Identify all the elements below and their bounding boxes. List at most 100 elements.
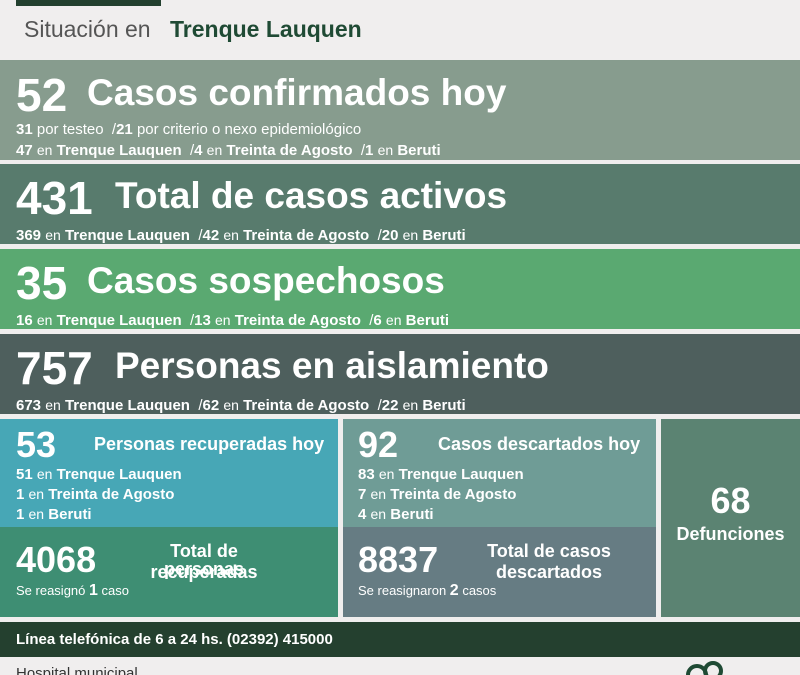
note-pre: Se reasignaron (358, 583, 447, 598)
discarded-tl-line: 83 en Trenque Lauquen (358, 467, 524, 482)
discarded-total-title-1: Total de casos (487, 541, 611, 561)
sep: / (377, 227, 382, 244)
place-ta: Treinta de Agosto (226, 142, 353, 159)
note-n: 2 (449, 582, 459, 599)
sep: / (111, 121, 117, 138)
discarded-total-number: 8837 (358, 539, 439, 580)
recovered-total-cell: 4068 Total de personas recuperadas Se re… (0, 527, 338, 617)
en: en (28, 506, 45, 522)
confirmed-title: Casos confirmados hoy (87, 72, 507, 113)
recovered-total-title-2: recuperadas (150, 562, 258, 582)
place-ta: Treinta de Agosto (243, 227, 370, 244)
header-prefix: Situación en (24, 16, 151, 42)
en: en (377, 142, 394, 158)
header: Situación en Trenque Lauquen (0, 6, 800, 58)
isolation-number: 757 (16, 342, 93, 394)
recovered-today-cell: 53 Personas recuperadas hoy 51 en Trenqu… (0, 419, 338, 527)
confirmed-band: 52 Casos confirmados hoy 31 por testeo /… (0, 60, 800, 160)
en: en (36, 466, 53, 482)
en: en (402, 227, 419, 243)
en: en (28, 486, 45, 502)
place-be: Beruti (422, 397, 466, 414)
recovered-tl-line: 51 en Trenque Lauquen (16, 467, 182, 482)
recovered-today-title: Personas recuperadas hoy (94, 434, 325, 454)
isolation-ta: 62 (202, 397, 220, 414)
place-ta: Treinta de Agosto (390, 486, 517, 503)
suspected-tl: 16 (16, 312, 33, 329)
recovered-total-title-1: Total de personas (163, 541, 245, 579)
discarded-be-line: 4 en Beruti (358, 507, 434, 522)
en: en (45, 397, 61, 413)
recovered-ta: 1 (16, 486, 25, 503)
suspected-band: 35 Casos sospechosos 16 en Trenque Lauqu… (0, 249, 800, 329)
isolation-places-line: 673 en Trenque Lauquen / 62 en Treinta de… (16, 398, 466, 413)
recovered-total-number: 4068 (16, 539, 97, 580)
header-location: Trenque Lauquen (170, 16, 362, 42)
place-tl: Trenque Lauquen (64, 227, 190, 244)
isolation-tl: 673 (16, 397, 42, 414)
discarded-ta-line: 7 en Treinta de Agosto (358, 487, 516, 502)
note-post: casos (462, 583, 497, 598)
discarded-be: 4 (358, 506, 367, 523)
suspected-be: 6 (373, 312, 382, 329)
en: en (215, 312, 231, 328)
place-be: Beruti (405, 312, 449, 329)
discarded-today-title: Casos descartados hoy (438, 434, 641, 454)
footer-text: Hospital municipal (16, 665, 138, 675)
recovered-ta-line: 1 en Treinta de Agosto (16, 487, 174, 502)
en: en (370, 506, 387, 522)
active-be: 20 (381, 227, 399, 244)
discarded-today-cell: 92 Casos descartados hoy 83 en Trenque L… (343, 419, 656, 527)
discarded-total-cell: 8837 Total de casos descartados Se reasi… (343, 527, 656, 617)
top-accent-bar (16, 0, 161, 6)
active-tl: 369 (16, 227, 42, 244)
place-ta: Treinta de Agosto (243, 397, 370, 414)
place-tl: Trenque Lauquen (56, 466, 182, 483)
place-ta: Treinta de Agosto (234, 312, 361, 329)
suspected-places-line: 16 en Trenque Lauquen /13 en Treinta de … (16, 313, 449, 328)
sep: / (360, 142, 366, 159)
en: en (223, 397, 239, 413)
recovered-be: 1 (16, 506, 25, 523)
confirmed-number: 52 (16, 69, 68, 121)
deaths-cell: 68 Defunciones (661, 419, 800, 617)
confirmed-tl: 47 (16, 142, 33, 159)
confirmed-places-line: 47 en Trenque Lauquen /4 en Treinta de A… (16, 143, 441, 158)
place-be: Beruti (390, 506, 434, 523)
discarded-total-note: Se reasignaron 2 casos (358, 583, 496, 599)
place-tl: Trenque Lauquen (64, 397, 190, 414)
sep: / (377, 397, 382, 414)
by-test-label: por testeo (36, 121, 104, 138)
note-pre: Se reasignó (16, 583, 86, 598)
suspected-title: Casos sospechosos (87, 260, 445, 301)
place-be: Beruti (48, 506, 92, 523)
en: en (370, 486, 387, 502)
en: en (36, 142, 53, 158)
confirmed-ta: 4 (194, 142, 203, 159)
isolation-be: 22 (381, 397, 399, 414)
active-places-line: 369 en Trenque Lauquen / 42 en Treinta de… (16, 228, 466, 243)
deaths-label: Defunciones (676, 524, 785, 544)
isolation-band: 757 Personas en aislamiento 673 en Trenq… (0, 334, 800, 414)
recovered-today-number: 53 (16, 424, 57, 465)
recovered-tl: 51 (16, 466, 33, 483)
discarded-tl: 83 (358, 466, 375, 483)
en: en (378, 466, 395, 482)
recovered-total-note: Se reasignó 1 caso (16, 583, 129, 599)
footer: Hospital municipal (0, 657, 800, 675)
place-be: Beruti (422, 227, 466, 244)
active-ta: 42 (202, 227, 220, 244)
en: en (385, 312, 402, 328)
suspected-ta: 13 (194, 312, 211, 329)
active-number: 431 (16, 172, 93, 224)
en: en (402, 397, 419, 413)
place-be: Beruti (397, 142, 441, 159)
confirmed-be: 1 (365, 142, 374, 159)
active-title: Total de casos activos (115, 175, 508, 216)
phone-bar: Línea telefónica de 6 a 24 hs. (02392) 4… (0, 622, 800, 657)
phone-text: Línea telefónica de 6 a 24 hs. (02392) 4… (16, 631, 333, 648)
place-tl: Trenque Lauquen (56, 312, 182, 329)
en: en (223, 227, 239, 243)
note-post: caso (101, 583, 130, 598)
place-tl: Trenque Lauquen (398, 466, 524, 483)
